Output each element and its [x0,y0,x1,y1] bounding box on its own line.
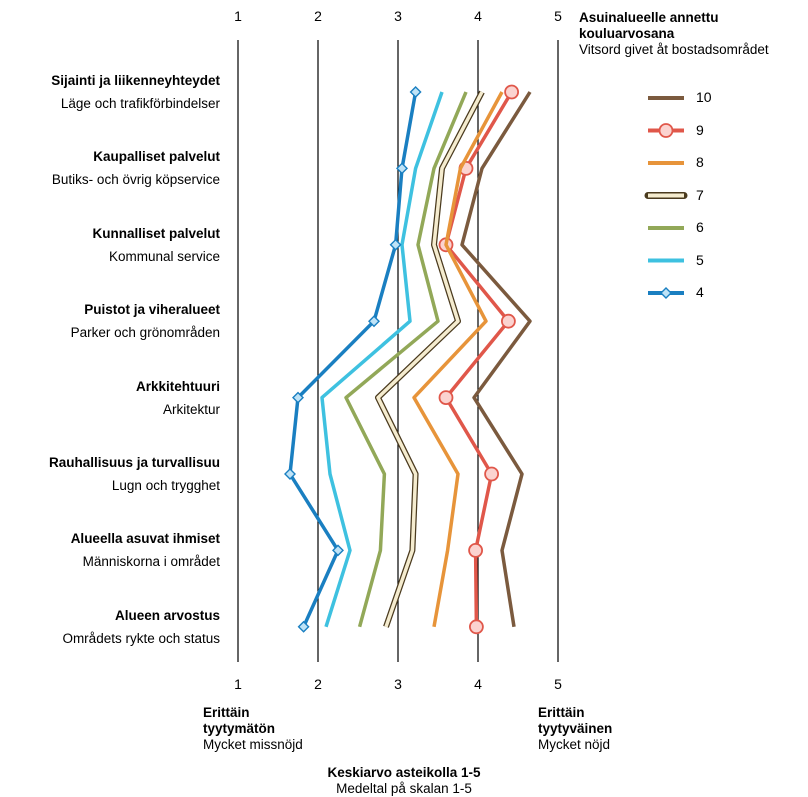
bottom-tick-label-5: 5 [554,676,562,692]
x-axis-right-fi: Erittäin tyytyväinen [538,705,613,736]
x-axis-title-fi: Keskiarvo asteikolla 1-5 [327,765,481,780]
point-4 [396,162,408,175]
legend-title: Asuinalueelle annettu kouluarvosana Vits… [579,10,779,58]
point-9 [468,619,484,635]
point-9 [484,466,500,482]
category-label-fi: Puistot ja viheralueet [84,302,220,318]
top-tick-label-4: 4 [474,8,482,24]
point-4 [297,620,310,633]
bottom-tick-label-2: 2 [314,676,322,692]
category-label-sv: Kommunal service [108,248,220,264]
point-4 [292,391,304,404]
series-9 [438,84,520,635]
category-label: Puistot ja viheralueet Parker och grönomr… [71,301,220,341]
category-label-fi: Kunnalliset palvelut [92,225,220,241]
category-label-sv: Arkitektur [162,401,220,417]
series-line-9 [444,91,514,627]
category-label: Arkkitehtuuri Arkitektur [136,378,220,418]
legend-label-9: 9 [696,121,704,138]
series-line-5 [320,91,444,628]
point-4 [409,86,422,98]
legend-marker-4 [660,287,672,299]
category-label-fi: Arkkitehtuuri [135,378,220,394]
point-9 [438,390,454,406]
legend-label-8: 8 [696,154,704,170]
series-4 [284,86,422,633]
point-4 [389,238,402,251]
point-9 [504,84,520,100]
x-axis-title-sv: Medeltal på skalan 1-5 [336,781,472,796]
category-label-sv: Läge och trafikförbindelser [60,96,220,111]
legend-label-7: 7 [696,186,704,203]
legend-marker-9 [658,123,674,138]
point-4 [368,315,380,328]
legend-label-10: 10 [696,89,712,105]
category-label: Alueella asuvat ihmiset Människorna i omr… [71,530,220,570]
point-9 [468,543,484,558]
category-label-sv: Områdets rykte och status [62,630,220,646]
series-line-6 [344,91,468,628]
series-line-8 [412,91,504,628]
x-axis-left-sv: Mycket missnöjd [203,737,303,752]
category-label-fi: Kaupalliset palvelut [93,149,220,165]
x-axis-left-fi: Erittäin tyytymätön [203,705,276,736]
series-6 [344,91,468,628]
series-line-7 [376,91,484,628]
legend-label-4: 4 [696,284,704,300]
x-axis-right-label: Erittäin tyytyväinen Mycket nöjd [538,705,628,753]
legend-label-6: 6 [696,219,704,235]
category-label-fi: Sijainti ja liikenneyhteydet [51,73,220,88]
category-label-fi: Alueen arvostus [114,607,220,623]
category-label-fi: Rauhallisuus ja turvallisuu [48,455,220,470]
category-label: Kunnalliset palvelut Kommunal service [92,225,220,265]
series-line-4 [288,91,418,628]
category-label-fi: Alueella asuvat ihmiset [70,531,220,547]
series-7 [375,90,485,628]
top-tick-label-2: 2 [314,8,322,24]
bottom-tick-label-4: 4 [474,676,482,692]
series-10 [460,91,532,628]
top-tick-label-3: 3 [394,8,402,24]
series-5 [320,91,444,628]
category-label: Rauhallisuus ja turvallisuu Lugn och tryg… [49,454,220,494]
bottom-tick-label-3: 3 [394,676,402,692]
category-label-sv: Butiks- och övrig köpservice [51,172,220,188]
x-axis-left-label: Erittäin tyytymätön Mycket missnöjd [203,705,303,753]
category-label-sv: Parker och grönområden [70,325,220,341]
x-axis-right-sv: Mycket nöjd [538,737,611,752]
point-9 [500,313,516,329]
point-4 [332,544,344,557]
series-8 [412,91,504,628]
top-tick-label-5: 5 [554,8,562,24]
legend-title-sv: Vitsord givet åt bostadsområdet [579,42,769,57]
category-label: Alueen arvostus Områdets rykte och status [62,607,220,647]
top-tick-label-1: 1 [234,8,242,24]
series-line-10 [460,91,532,628]
category-label: Sijainti ja liikenneyhteydet Läge och tra… [51,72,220,112]
legend-title-fi: Asuinalueelle annettu kouluarvosana [579,10,719,41]
x-axis-title: Keskiarvo asteikolla 1-5 Medeltal på ska… [0,765,808,797]
legend-label-5: 5 [696,251,704,268]
category-label-sv: Lugn och trygghet [111,478,220,493]
category-label-sv: Människorna i området [82,554,220,570]
point-4 [284,468,296,480]
category-label: Kaupalliset palvelut Butiks- och övrig kö… [52,148,220,188]
bottom-tick-label-1: 1 [234,676,242,692]
